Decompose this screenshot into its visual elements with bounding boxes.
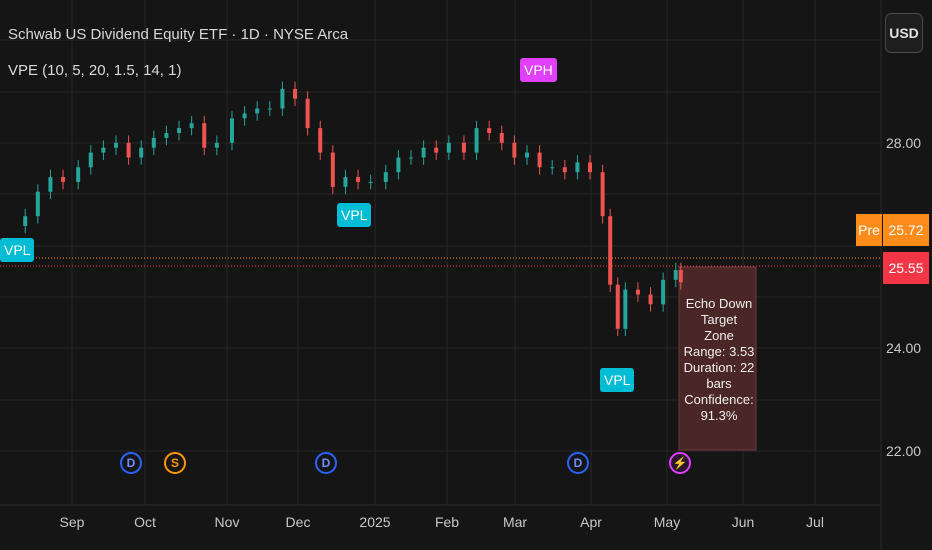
candle-body: [661, 279, 666, 305]
split-event-icon[interactable]: S: [164, 452, 186, 474]
candle-body: [330, 152, 335, 187]
candle-body: [101, 147, 106, 153]
candle-body: [434, 147, 439, 153]
vph-marker-mar[interactable]: VPH: [520, 58, 557, 82]
candle-body: [61, 177, 66, 182]
candle-body: [678, 270, 683, 283]
zone-line-confidence: Confidence:: [684, 392, 754, 407]
candle-body: [126, 142, 131, 158]
candle-body: [499, 133, 504, 143]
candle-body: [229, 118, 234, 143]
candle-body: [202, 123, 207, 148]
zone-line-title: Echo Down Target: [685, 296, 753, 327]
candle-body: [421, 147, 426, 158]
candle-body: [151, 137, 156, 148]
earnings-event-icon[interactable]: ⚡: [669, 452, 691, 474]
candle-body: [35, 191, 40, 217]
price-label-22: 22.00: [886, 443, 922, 459]
vpl-marker-dec[interactable]: VPL: [337, 203, 372, 227]
candle-body: [487, 128, 492, 133]
candle-body: [48, 177, 53, 192]
candle-body: [305, 98, 310, 129]
candle-body: [76, 167, 81, 182]
candle-body: [396, 157, 401, 173]
candle-body: [139, 147, 144, 158]
candle-body: [88, 152, 93, 168]
candle-body: [608, 216, 613, 285]
zone-line-duration: Duration: 22 bars: [683, 360, 755, 391]
candle-body: [588, 162, 593, 173]
chart-title: Schwab US Dividend Equity ETF · 1D · NYS…: [8, 26, 349, 43]
candle-body: [446, 142, 451, 153]
last-price-label: 25.55: [883, 252, 929, 284]
time-label-nov: Nov: [214, 514, 240, 530]
candle-body: [550, 167, 555, 169]
candle-body: [623, 289, 628, 329]
candle-body: [177, 128, 182, 133]
candle-body: [575, 162, 580, 173]
candle-body: [648, 294, 653, 305]
zone-line-confidence-value: 91.3%: [700, 408, 738, 423]
candle-body: [113, 142, 118, 148]
vpl-marker-aug[interactable]: VPL: [0, 238, 35, 262]
indicator-label[interactable]: VPE (10, 5, 20, 1.5, 14, 1): [8, 62, 182, 79]
dividend-event-icon[interactable]: D: [120, 452, 142, 474]
candle-body: [242, 113, 247, 119]
candle-body: [635, 289, 640, 295]
currency-button[interactable]: USD: [885, 13, 923, 53]
target-zone-label: Echo Down Target Zone Range: 3.53 Durati…: [679, 296, 759, 424]
candle-body: [280, 88, 285, 109]
time-label-jul: Jul: [806, 514, 824, 530]
candles-layer: [23, 81, 683, 337]
time-label-dec: Dec: [285, 514, 311, 530]
candle-body: [318, 128, 323, 153]
time-label-2025: 2025: [359, 514, 391, 530]
time-label-sep: Sep: [59, 514, 85, 530]
time-label-may: May: [653, 514, 681, 530]
time-label-apr: Apr: [580, 514, 602, 530]
candle-body: [343, 177, 348, 187]
zone-line-title-2: Zone: [704, 328, 734, 343]
candle-body: [512, 142, 517, 158]
candle-body: [164, 133, 169, 138]
candle-body: [474, 128, 479, 153]
pre-market-price: 25.72: [883, 214, 929, 246]
candle-body: [23, 216, 28, 226]
candle-body: [461, 142, 466, 153]
candle-body: [524, 152, 529, 158]
time-label-feb: Feb: [434, 514, 460, 530]
dividend-event-icon[interactable]: D: [315, 452, 337, 474]
candle-body: [356, 177, 361, 182]
pre-market-tag: Pre: [856, 214, 882, 246]
candle-body: [383, 172, 388, 182]
grid: [0, 0, 880, 505]
price-label-28: 28.00: [886, 135, 922, 151]
candle-body: [189, 123, 194, 129]
candle-body: [255, 108, 260, 114]
echo-down-target-zone: [678, 266, 757, 451]
time-label-jun: Jun: [731, 514, 755, 530]
dividend-event-icon[interactable]: D: [567, 452, 589, 474]
candle-body: [562, 167, 567, 173]
candle-body: [537, 152, 542, 168]
candle-body: [293, 88, 298, 99]
candle-body: [368, 181, 373, 183]
candle-body: [673, 270, 678, 280]
price-label-24: 24.00: [886, 340, 922, 356]
candle-body: [600, 172, 605, 217]
candle-body: [267, 108, 272, 110]
zone-line-range: Range: 3.53: [683, 344, 755, 359]
candle-body: [615, 284, 620, 329]
candle-body: [409, 157, 414, 159]
time-label-mar: Mar: [502, 514, 528, 530]
time-label-oct: Oct: [134, 514, 156, 530]
vpl-marker-apr[interactable]: VPL: [600, 368, 635, 392]
candle-body: [214, 142, 219, 148]
